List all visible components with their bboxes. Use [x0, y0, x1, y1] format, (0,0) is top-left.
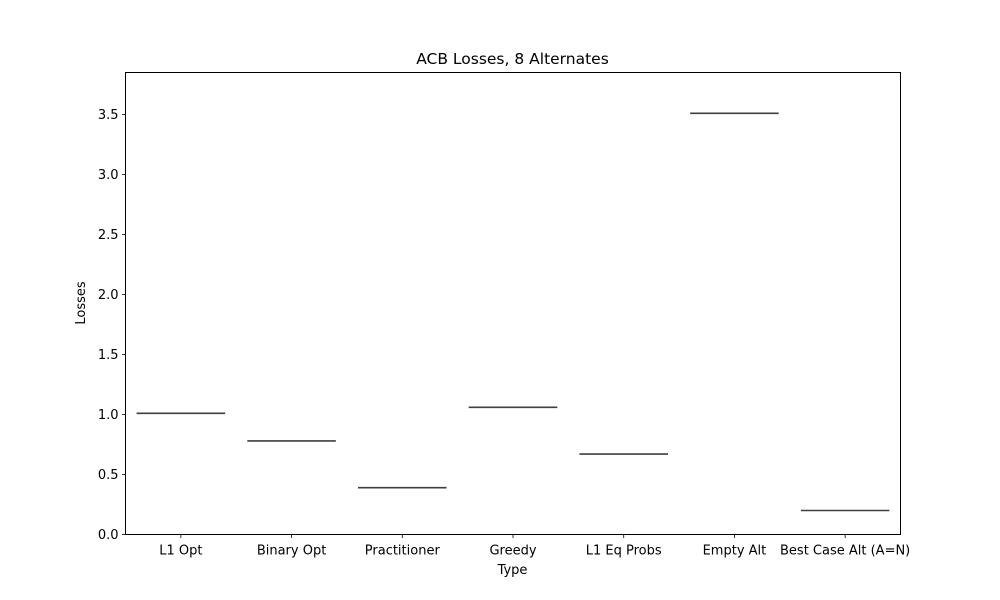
y-tick-label: 3.5 [98, 108, 119, 123]
x-tick-label: L1 Opt [159, 544, 202, 559]
y-tick-label: 0.0 [98, 528, 119, 543]
y-tick-label: 0.5 [98, 468, 119, 483]
x-tick-label: Best Case Alt (A=N) [780, 544, 910, 559]
y-axis-label: Losses [74, 281, 89, 325]
plot-frame [125, 72, 901, 535]
y-tick-label: 1.0 [98, 408, 119, 423]
plot-area [136, 112, 890, 512]
x-tick-label: Empty Alt [703, 544, 767, 559]
y-tick-label: 3.0 [98, 168, 119, 183]
x-tick-label: Binary Opt [257, 544, 327, 559]
y-tick-label: 1.5 [98, 348, 119, 363]
y-tick-label: 2.5 [98, 228, 119, 243]
y-axis: 0.0 0.5 1.0 1.5 2.0 2.5 3.0 3.5 [98, 108, 126, 543]
y-tick-label: 2.0 [98, 288, 119, 303]
x-axis-label: Type [497, 563, 528, 578]
x-tick-label: Practitioner [365, 544, 441, 559]
x-axis: L1 Opt Binary Opt Practitioner Greedy L1 Eq … [159, 534, 910, 559]
x-tick-label: L1 Eq Probs [586, 544, 662, 559]
chart-title: ACB Losses, 8 Alternates [416, 50, 609, 68]
x-tick-label: Greedy [489, 544, 536, 559]
